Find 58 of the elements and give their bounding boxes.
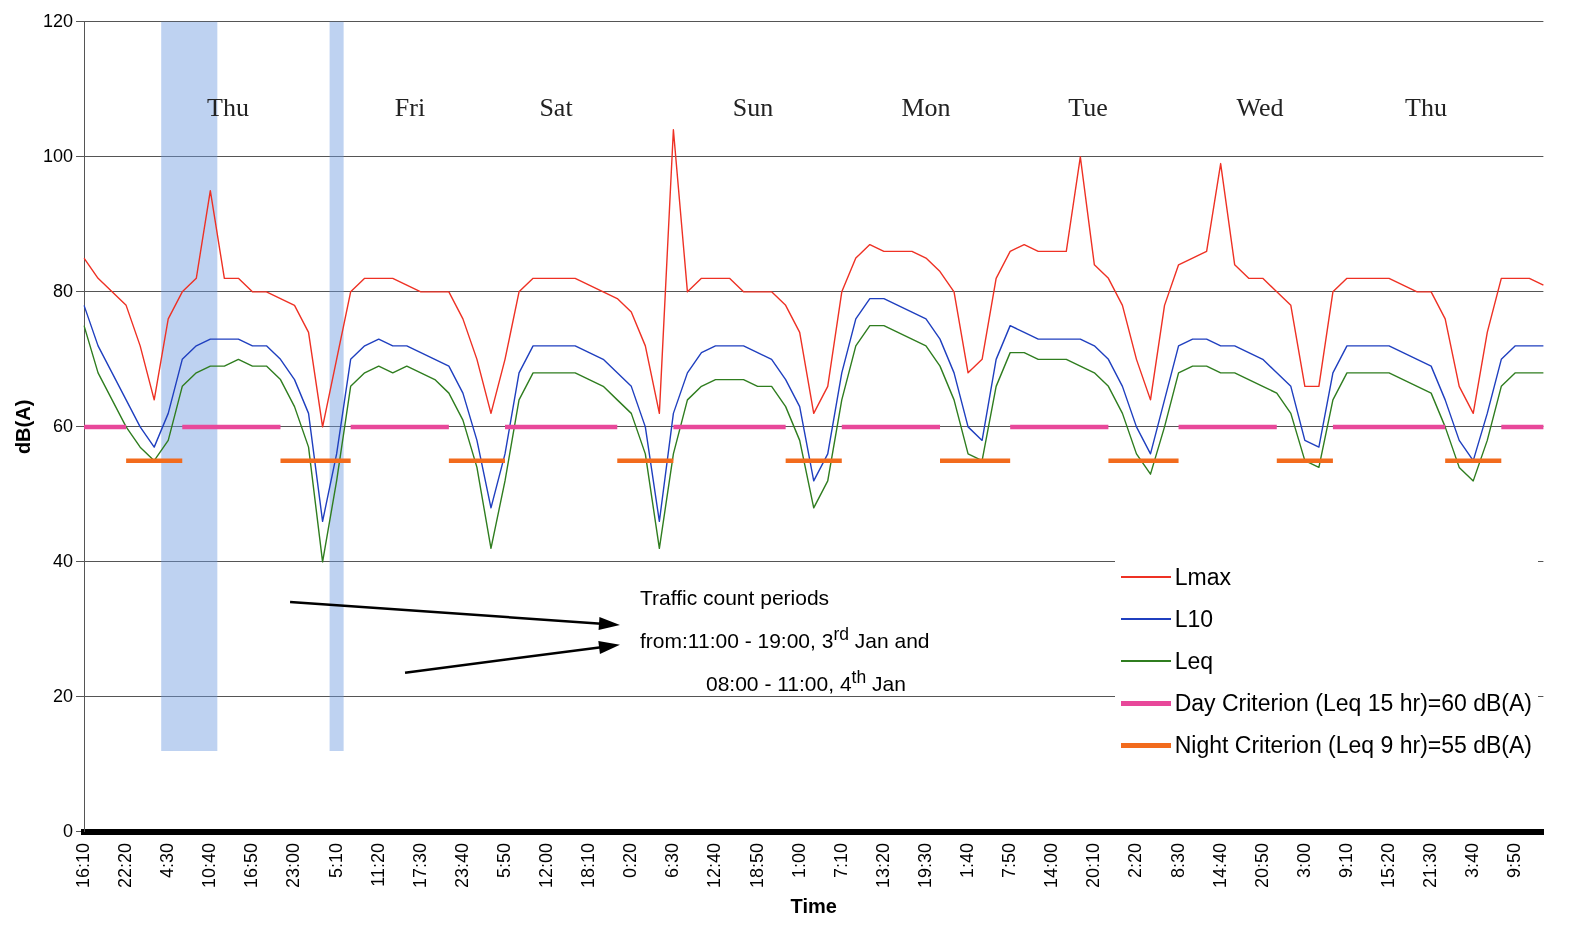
- x-tick-label: 3:40: [1462, 842, 1483, 878]
- legend-label: Night Criterion (Leq 9 hr)=55 dB(A): [1174, 731, 1532, 760]
- x-tick-label: 9:10: [1335, 842, 1356, 878]
- x-tick-label: 7:50: [999, 842, 1020, 878]
- x-tick-label: 5:10: [325, 842, 346, 878]
- x-tick-label: 12:40: [704, 842, 725, 888]
- annotation: Thu: [1405, 93, 1447, 123]
- x-tick-label: 5:50: [493, 842, 514, 878]
- x-axis-title: Time: [790, 894, 837, 917]
- x-tick-label: 1:40: [957, 842, 978, 878]
- y-tick-label: 120: [42, 10, 74, 31]
- x-tick-label: 13:20: [872, 842, 893, 888]
- x-tick-label: 22:20: [115, 842, 136, 888]
- x-tick-label: 4:30: [157, 842, 178, 878]
- legend-label: L10: [1174, 605, 1214, 634]
- x-tick-label: 11:20: [367, 842, 388, 887]
- x-tick-label: 23:00: [283, 842, 304, 888]
- legend-label: Leq: [1174, 647, 1214, 676]
- annotation: Sun: [732, 93, 774, 123]
- legend-label: Day Criterion (Leq 15 hr)=60 dB(A): [1174, 689, 1532, 718]
- x-tick-label: 9:50: [1504, 842, 1525, 878]
- x-tick-label: 12:00: [536, 842, 557, 888]
- y-tick-label: 60: [53, 415, 74, 436]
- x-tick-label: 6:30: [662, 842, 683, 878]
- x-tick-label: 20:50: [1251, 842, 1272, 888]
- annotation: Fri: [394, 93, 426, 123]
- x-tick-label: 17:30: [409, 842, 430, 888]
- x-tick-label: 19:30: [914, 842, 935, 888]
- x-tick-label: 0:20: [620, 842, 641, 878]
- x-tick-label: 16:50: [241, 842, 262, 888]
- x-tick-label: 18:10: [578, 842, 599, 888]
- x-tick-label: 21:30: [1420, 842, 1441, 888]
- y-tick-label: 0: [63, 820, 74, 841]
- annotation: Traffic count periods from:11:00 - 19:00, 3$^{rd}$ Jan and 08:00 - 11:00, 4$^{th}$ Jan: [640, 585, 930, 697]
- y-tick-label: 100: [42, 145, 74, 166]
- annotation: Wed: [1236, 93, 1284, 123]
- x-tick-label: 1:00: [788, 842, 809, 878]
- x-tick-label: 23:40: [451, 842, 472, 888]
- x-tick-label: 3:00: [1293, 842, 1314, 878]
- annotation: Tue: [1068, 93, 1108, 123]
- x-tick-label: 14:00: [1041, 842, 1062, 888]
- x-tick-label: 15:20: [1378, 842, 1399, 888]
- y-axis-title: dB(A): [11, 399, 34, 455]
- x-tick-label: 7:10: [830, 842, 851, 878]
- x-tick-label: 16:10: [73, 842, 93, 888]
- y-tick-label: 80: [53, 280, 74, 301]
- x-tick-label: 18:50: [746, 842, 767, 888]
- x-tick-label: 8:30: [1167, 842, 1188, 878]
- annotation: Sat: [539, 93, 573, 123]
- annotation: Thu: [207, 93, 249, 123]
- y-tick-label: 20: [53, 685, 74, 706]
- annotation: Mon: [901, 93, 951, 123]
- x-tick-label: 10:40: [199, 842, 220, 888]
- legend-label: Lmax: [1174, 563, 1231, 592]
- x-tick-label: 2:20: [1125, 842, 1146, 878]
- x-tick-label: 20:10: [1083, 842, 1104, 888]
- x-tick-label: 14:40: [1209, 842, 1230, 888]
- y-tick-label: 40: [53, 550, 74, 571]
